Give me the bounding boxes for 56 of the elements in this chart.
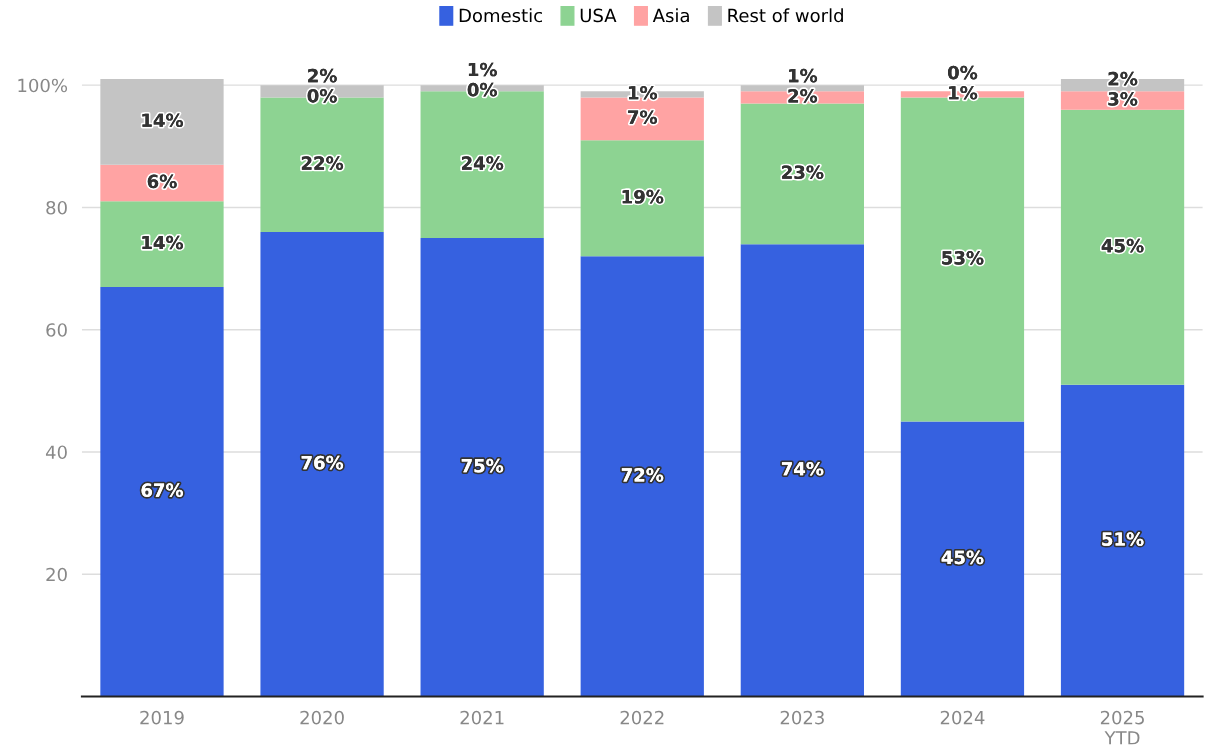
data-label: 1%	[468, 62, 497, 77]
x-tick-label: 2021	[460, 710, 504, 725]
data-label: 1%	[628, 85, 658, 100]
data-label: 6%	[147, 174, 177, 189]
data-label: 51%	[1102, 532, 1144, 546]
legend-label: Asia	[652, 8, 689, 23]
x-tick-label: 2023	[780, 710, 824, 725]
data-label: 45%	[1101, 238, 1144, 253]
data-label: 0%	[307, 88, 337, 103]
data-label: 2%	[1108, 71, 1138, 86]
bar	[900, 421, 1025, 697]
data-label: 24%	[461, 156, 504, 170]
bar	[1060, 109, 1185, 385]
y-tick-label: 80	[46, 200, 67, 215]
x-tick-label: 2024	[940, 710, 985, 725]
legend-label: Rest of world	[728, 8, 843, 23]
bar	[100, 201, 224, 287]
data-label: 0%	[947, 65, 978, 80]
data-label: 14%	[142, 113, 184, 128]
data-label: 7%	[628, 110, 658, 125]
data-label: 22%	[301, 156, 344, 170]
data-label: 74%	[781, 461, 824, 476]
x-tick-label: 2019	[140, 710, 184, 725]
bar	[580, 256, 704, 697]
y-tick-label: 40	[45, 445, 67, 460]
data-label: 76%	[301, 455, 344, 470]
bar	[100, 286, 224, 697]
data-label: 2%	[788, 88, 818, 103]
y-tick-label: 20	[46, 567, 67, 582]
y-tick-label: 60	[46, 323, 67, 337]
legend-label: Domestic	[459, 8, 542, 23]
bar	[580, 140, 704, 257]
data-label: 75%	[461, 458, 504, 473]
data-label: 19%	[622, 189, 664, 204]
legend-label: USA	[580, 8, 617, 23]
data-label: 1%	[949, 85, 978, 100]
bar	[260, 231, 384, 697]
data-label: 23%	[782, 165, 824, 180]
x-tick-label: 2020	[300, 710, 344, 725]
data-label: 2%	[308, 68, 337, 83]
data-label: 3%	[1108, 92, 1138, 106]
data-label: 0%	[467, 82, 497, 97]
data-label: 1%	[789, 68, 818, 83]
data-label: 45%	[941, 550, 984, 565]
data-label: 53%	[942, 250, 984, 265]
x-tick-label: 2025 YTD	[1100, 710, 1144, 745]
bar	[740, 244, 864, 697]
bar	[420, 238, 544, 697]
data-label: 72%	[621, 468, 664, 482]
data-label: 14%	[142, 235, 184, 250]
bar	[740, 103, 864, 245]
x-tick-label: 2022	[620, 710, 664, 725]
bar	[100, 79, 224, 165]
data-label: 67%	[141, 483, 184, 497]
y-tick-label: 100%	[18, 78, 68, 93]
bar	[1060, 384, 1185, 697]
